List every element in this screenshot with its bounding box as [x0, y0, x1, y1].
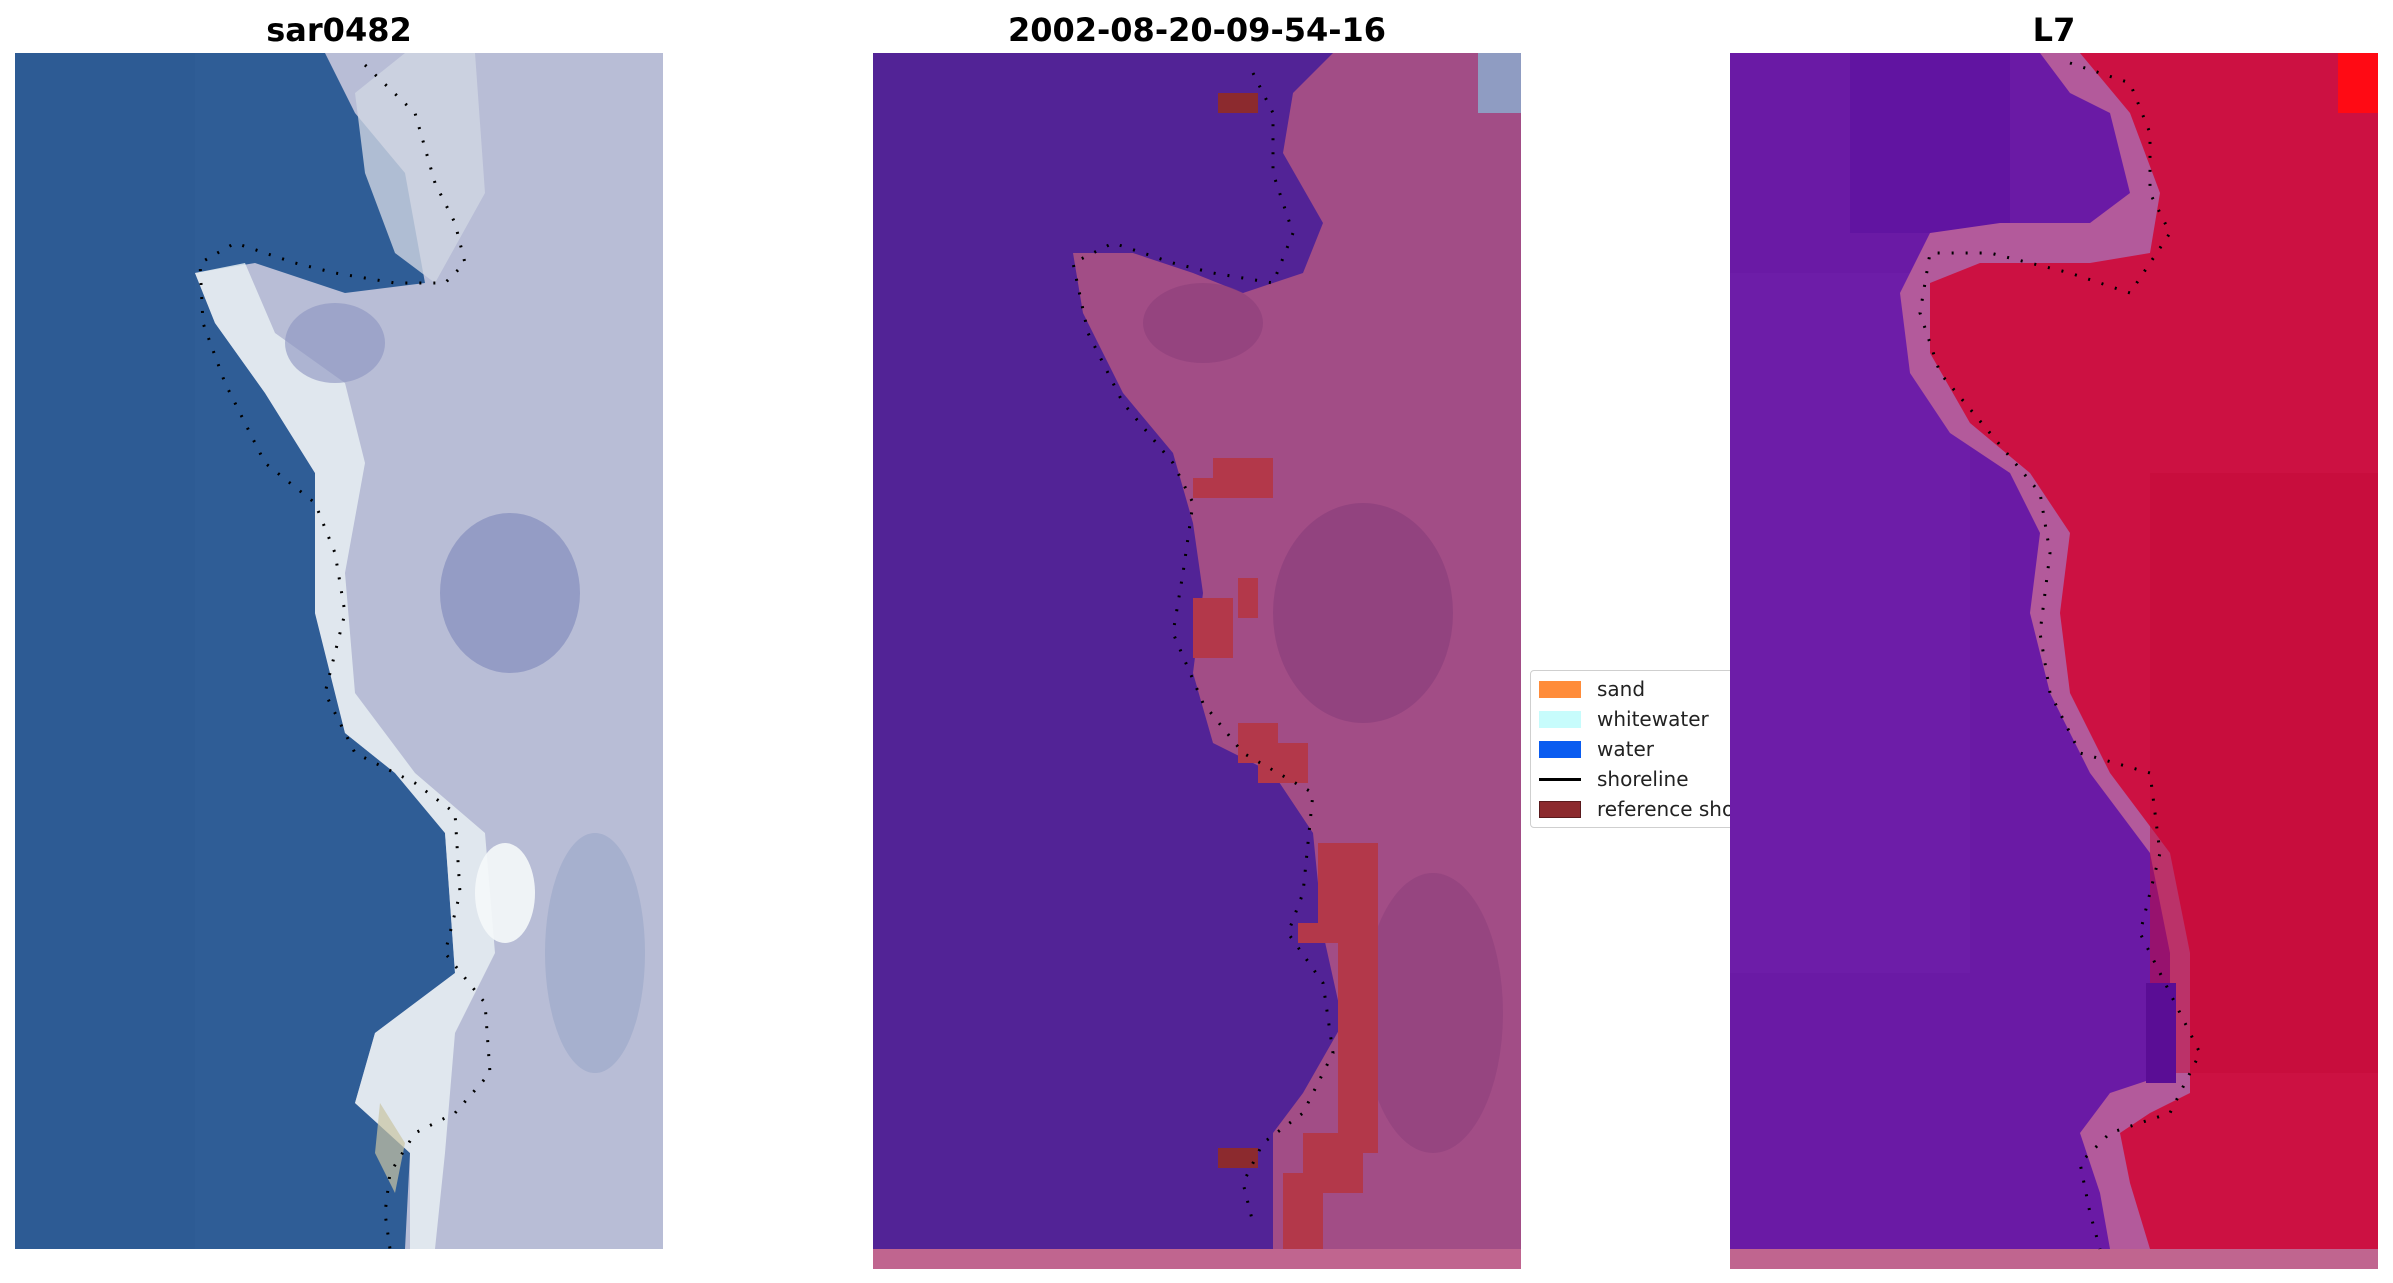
legend-swatch-reference-shoreline [1539, 800, 1581, 818]
panel-title-index: L7 [2032, 11, 2076, 49]
classified-reference-regions [1193, 93, 1378, 1249]
legend-label-shoreline: shoreline [1597, 767, 1689, 791]
legend-swatch-whitewater [1539, 710, 1581, 728]
legend-item-whitewater: whitewater [1539, 705, 1709, 733]
legend-line-shoreline [1539, 777, 1581, 781]
panel-title-classified: 2002-08-20-09-54-16 [1007, 11, 1387, 49]
legend-swatch-sand [1539, 680, 1581, 698]
legend-label-sand: sand [1597, 677, 1646, 701]
legend-label-water: water [1597, 737, 1654, 761]
index-shoreline [1918, 61, 2202, 1250]
legend-item-shoreline: shoreline [1539, 765, 1689, 793]
legend-label-whitewater: whitewater [1597, 707, 1709, 731]
rgb-image [15, 53, 663, 1249]
legend-swatch-water [1539, 740, 1581, 758]
legend-item-water: water [1539, 735, 1654, 763]
classified-image [873, 53, 1521, 1269]
index-image [1730, 53, 2378, 1269]
legend: sand whitewater water shoreline referenc… [1530, 670, 1735, 828]
panel-title-rgb: sar0482 [266, 11, 412, 49]
legend-item-reference-shoreline: reference shoreline [1539, 795, 1735, 823]
legend-item-sand: sand [1539, 675, 1645, 703]
legend-label-reference-shoreline: reference shoreline [1597, 797, 1735, 821]
